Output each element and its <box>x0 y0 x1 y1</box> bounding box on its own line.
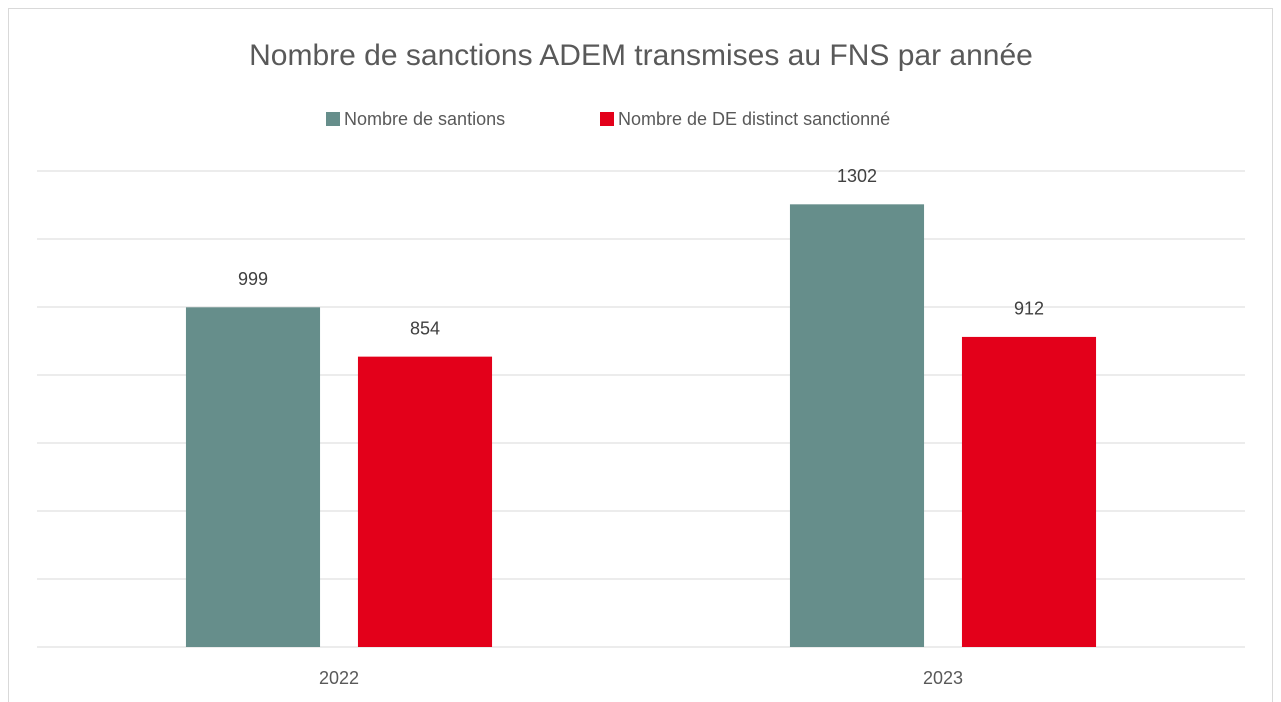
data-label: 912 <box>1014 299 1044 319</box>
x-tick-label: 2023 <box>923 668 963 688</box>
data-label: 999 <box>238 269 268 289</box>
bar <box>357 356 493 647</box>
legend-swatch <box>600 112 614 126</box>
x-tick-label: 2022 <box>319 668 359 688</box>
legend-label: Nombre de santions <box>344 109 505 129</box>
chart-title: Nombre de sanctions ADEM transmises au F… <box>249 39 1033 72</box>
bar <box>185 307 321 647</box>
bar <box>789 204 925 647</box>
bar <box>961 336 1097 647</box>
legend-label: Nombre de DE distinct sanctionné <box>618 109 890 129</box>
legend-swatch <box>326 112 340 126</box>
data-label: 1302 <box>837 166 877 186</box>
data-label: 854 <box>410 318 440 338</box>
